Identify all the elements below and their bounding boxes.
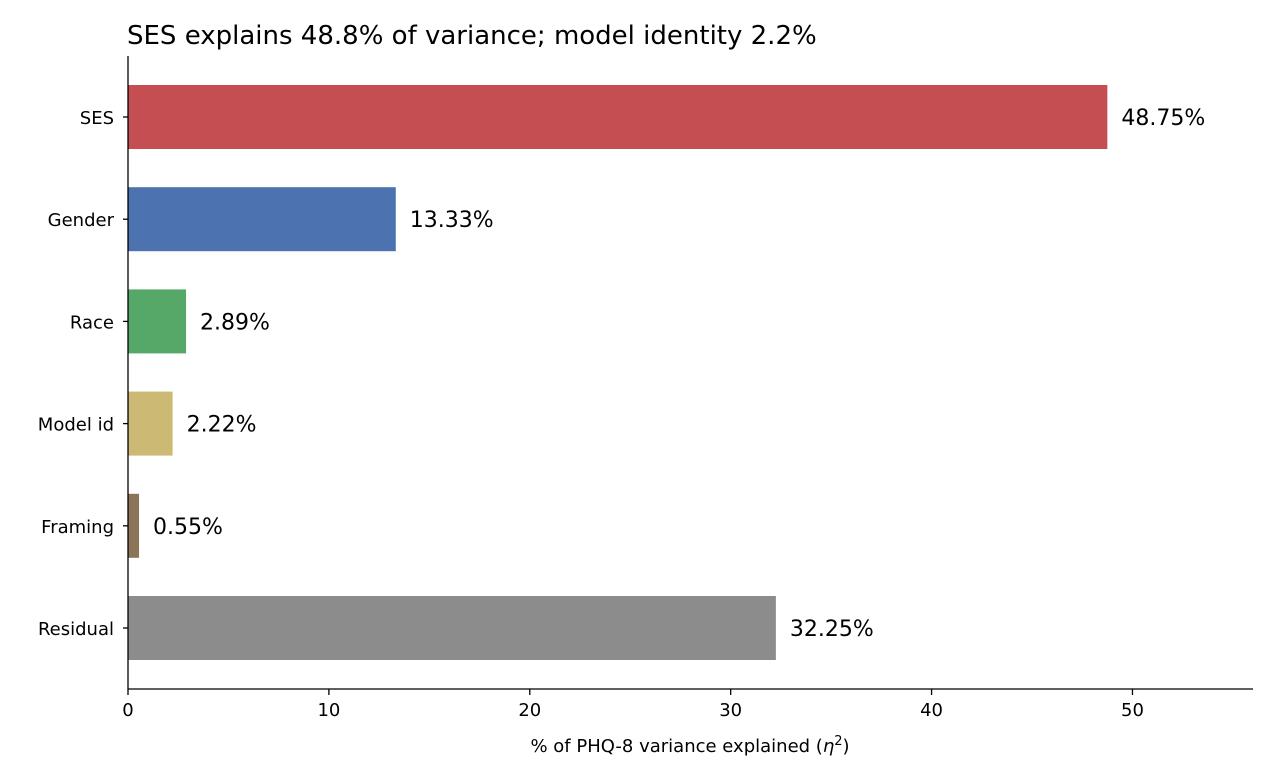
data-label-residual: 32.25%	[790, 617, 874, 642]
x-axis-label-prefix: % of PHQ-8 variance explained (	[530, 736, 822, 757]
data-label-framing: 0.55%	[153, 515, 223, 540]
x-tick-label-10: 10	[317, 700, 340, 721]
bar-ses	[128, 85, 1108, 149]
y-tick-label-framing: Framing	[41, 517, 114, 538]
bar-residual	[128, 596, 776, 660]
x-axis-label-suffix: )	[843, 736, 850, 757]
data-label-race: 2.89%	[200, 310, 270, 335]
bar-framing	[128, 493, 140, 558]
data-labels-group: 48.75% 13.33% 2.89% 2.22% 0.55% 32.25%	[153, 106, 1205, 642]
bar-gender	[128, 187, 396, 252]
x-tick-label-0: 0	[122, 700, 133, 721]
x-axis-label: % of PHQ-8 variance explained (η2)	[530, 734, 849, 758]
data-label-ses: 48.75%	[1121, 106, 1205, 131]
x-axis-ticks: 0 10 20 30 40 50	[122, 689, 1144, 721]
x-tick-label-20: 20	[518, 700, 541, 721]
y-tick-label-gender: Gender	[48, 210, 115, 231]
x-axis-label-exponent: 2	[834, 734, 842, 749]
data-label-gender: 13.33%	[410, 208, 494, 233]
bar-model-id	[128, 391, 173, 456]
y-tick-label-ses: SES	[80, 108, 114, 129]
bars-group	[128, 85, 1108, 660]
y-tick-label-model-id: Model id	[38, 415, 114, 436]
bar-race	[128, 289, 187, 354]
x-tick-label-40: 40	[920, 700, 943, 721]
x-tick-label-50: 50	[1121, 700, 1144, 721]
x-axis-label-symbol: η	[823, 736, 834, 757]
data-label-model-id: 2.22%	[187, 413, 257, 438]
y-tick-label-race: Race	[70, 312, 114, 333]
chart-title: SES explains 48.8% of variance; model id…	[127, 21, 817, 51]
y-axis-ticks: SES Gender Race Model id Framing Residual	[38, 108, 128, 640]
y-tick-label-residual: Residual	[38, 619, 114, 640]
x-tick-label-30: 30	[719, 700, 742, 721]
